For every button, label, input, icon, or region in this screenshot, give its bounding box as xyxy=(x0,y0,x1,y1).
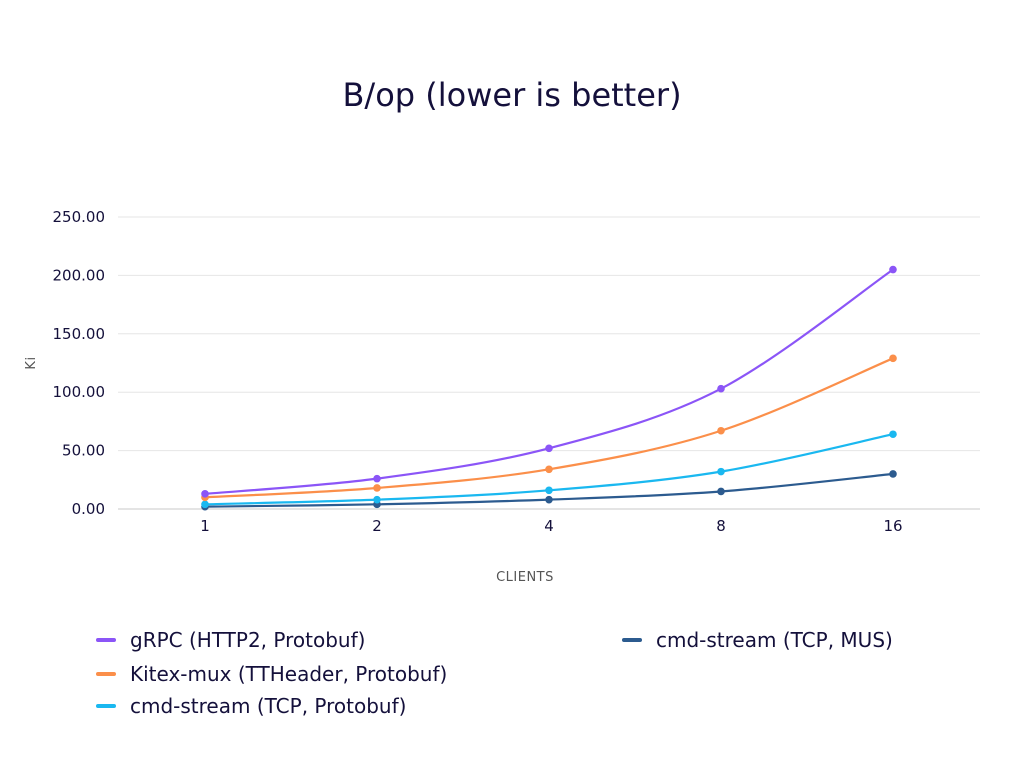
data-point[interactable] xyxy=(545,486,553,495)
legend-item-cmd-stream-protobuf[interactable]: cmd-stream (TCP, Protobuf) xyxy=(96,694,406,718)
data-point[interactable] xyxy=(717,426,725,435)
legend-swatch xyxy=(96,672,116,676)
y-tick-label: 150.00 xyxy=(53,325,106,343)
x-axis-title: CLIENTS xyxy=(496,570,554,585)
y-tick-label: 0.00 xyxy=(72,500,105,518)
legend-label: cmd-stream (TCP, MUS) xyxy=(656,628,893,652)
series-line xyxy=(204,268,894,495)
data-point[interactable] xyxy=(373,495,381,504)
data-point[interactable] xyxy=(889,470,897,478)
data-point[interactable] xyxy=(373,474,381,483)
legend-label: Kitex-mux (TTHeader, Protobuf) xyxy=(130,662,448,686)
series-1 xyxy=(201,354,897,502)
data-point[interactable] xyxy=(545,465,553,474)
data-point[interactable] xyxy=(201,490,209,498)
x-tick-label: 16 xyxy=(883,517,902,535)
legend-swatch xyxy=(96,704,116,708)
chart-title: B/op (lower is better) xyxy=(342,76,682,114)
y-tick-label: 50.00 xyxy=(62,442,105,460)
grid-lines xyxy=(118,216,980,510)
data-point[interactable] xyxy=(717,384,725,393)
data-point[interactable] xyxy=(889,265,897,274)
y-axis-title: Ki xyxy=(24,356,39,369)
y-tick-label: 200.00 xyxy=(53,266,106,284)
legend-item-cmd-stream-mus[interactable]: cmd-stream (TCP, MUS) xyxy=(622,628,893,652)
series-2 xyxy=(201,430,897,509)
tick-labels: 0.00 50.00 100.00 150.00 200.00 250.00 1 2 4 8 16 xyxy=(53,208,903,535)
legend-label: gRPC (HTTP2, Protobuf) xyxy=(130,628,366,652)
data-point[interactable] xyxy=(717,467,725,476)
data-point[interactable] xyxy=(545,495,553,504)
series-lines xyxy=(201,265,897,511)
legend-swatch xyxy=(622,638,642,642)
series-0 xyxy=(201,265,897,498)
data-point[interactable] xyxy=(717,487,725,496)
series-line xyxy=(204,357,894,499)
data-point[interactable] xyxy=(889,430,897,439)
x-tick-label: 4 xyxy=(544,517,554,535)
x-tick-label: 1 xyxy=(200,517,210,535)
data-point[interactable] xyxy=(201,500,209,509)
legend-item-kitex-mux[interactable]: Kitex-mux (TTHeader, Protobuf) xyxy=(96,662,447,686)
legend-swatch xyxy=(96,638,116,642)
data-point[interactable] xyxy=(545,444,553,453)
y-tick-label: 250.00 xyxy=(53,208,106,226)
x-tick-label: 2 xyxy=(372,517,382,535)
legend-item-grpc[interactable]: gRPC (HTTP2, Protobuf) xyxy=(96,628,365,652)
y-tick-label: 100.00 xyxy=(53,383,106,401)
legend-label: cmd-stream (TCP, Protobuf) xyxy=(130,694,407,718)
data-point[interactable] xyxy=(889,354,897,363)
x-tick-label: 8 xyxy=(716,517,726,535)
data-point[interactable] xyxy=(373,484,381,492)
